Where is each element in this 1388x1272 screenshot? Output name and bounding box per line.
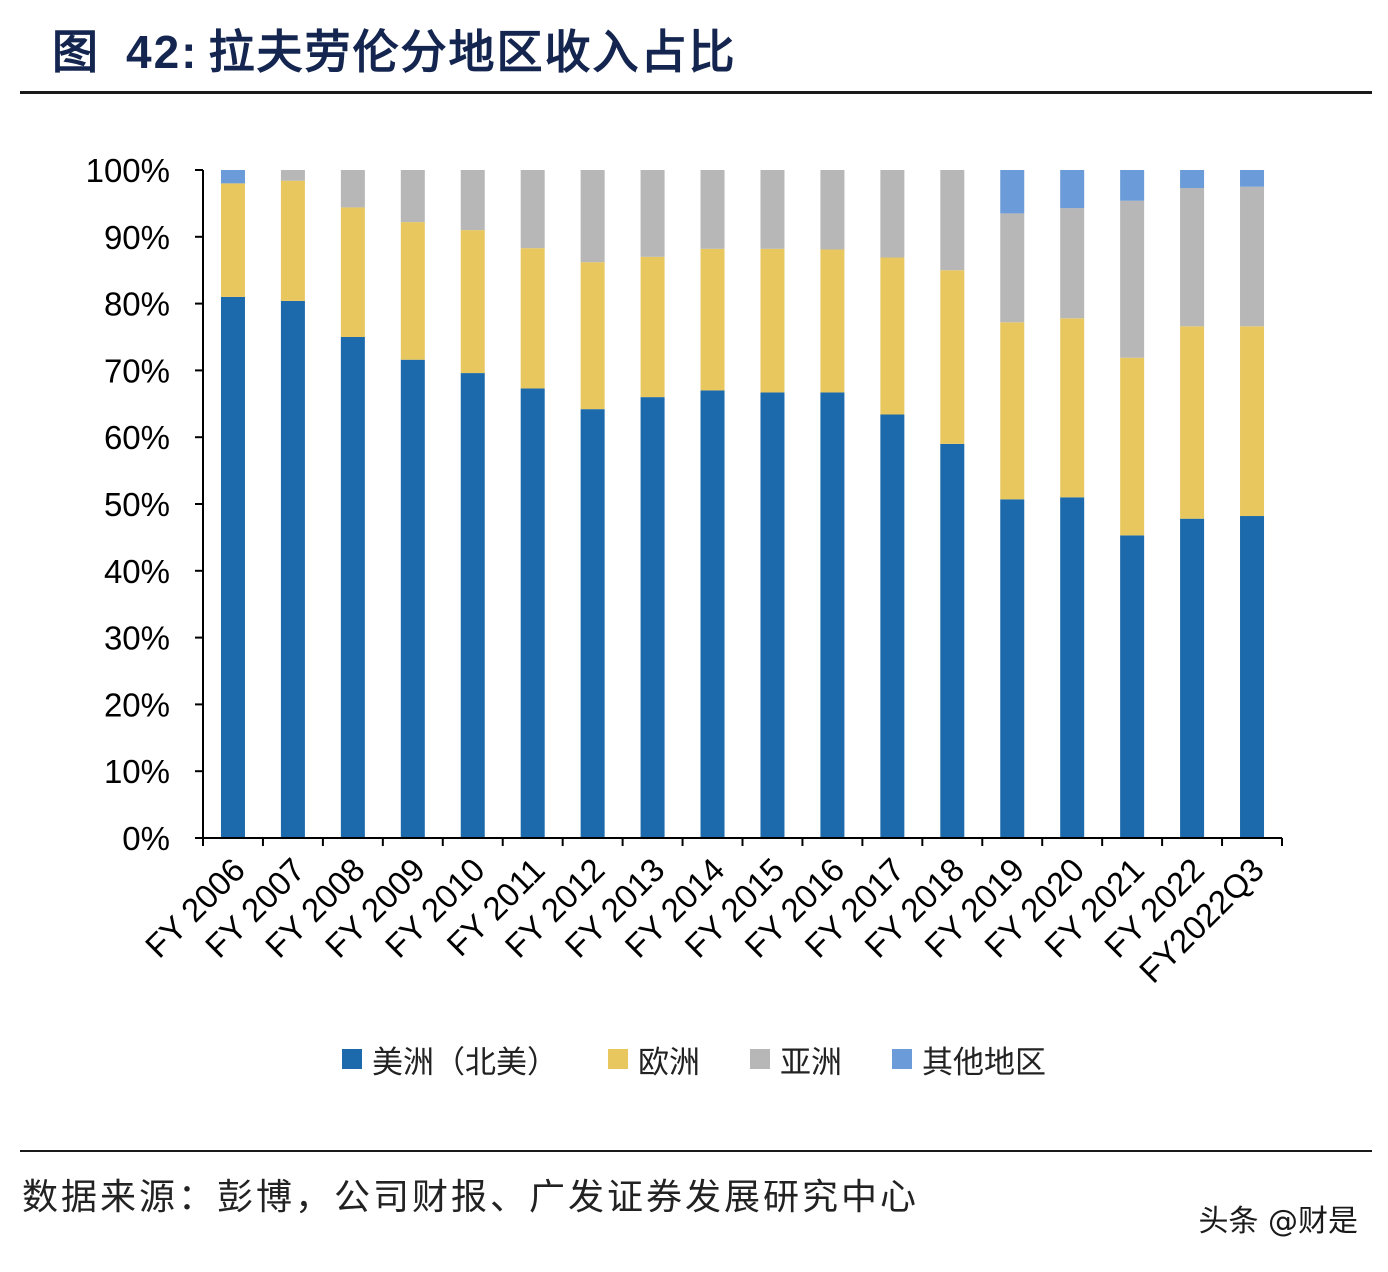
legend-item-other: 其他地区 — [892, 1037, 1046, 1082]
bar-americas-5 — [520, 388, 545, 838]
bar-europe-5 — [520, 248, 545, 389]
y-tick-label-8: 80% — [104, 286, 170, 323]
legend-label-europe: 欧洲 — [638, 1044, 700, 1081]
bar-europe-6 — [580, 262, 605, 410]
bar-europe-7 — [640, 256, 665, 398]
bar-europe-0 — [220, 183, 245, 297]
bar-americas-11 — [880, 414, 905, 838]
bar-asia-2 — [340, 170, 365, 208]
bar-americas-15 — [1120, 535, 1145, 838]
bar-asia-10 — [820, 170, 845, 250]
bar-other-17 — [1240, 170, 1265, 187]
bar-other-15 — [1120, 170, 1145, 201]
figure-title-text: 拉夫劳伦分地区收入占比 — [208, 25, 737, 79]
bar-europe-15 — [1120, 357, 1145, 536]
figure-number: 42: — [126, 26, 199, 78]
bar-americas-1 — [280, 300, 305, 839]
bar-asia-11 — [880, 170, 905, 258]
bar-americas-6 — [580, 409, 605, 838]
bar-europe-9 — [760, 248, 785, 393]
legend: 美洲（北美） 欧洲 亚洲 其他地区 — [0, 1035, 1388, 1083]
legend-item-americas: 美洲（北美） — [342, 1037, 558, 1082]
bottom-rule — [20, 1150, 1372, 1152]
legend-swatch-other — [892, 1049, 912, 1069]
bar-europe-11 — [880, 257, 905, 415]
y-tick-label-2: 20% — [104, 686, 170, 723]
top-rule — [20, 91, 1372, 94]
bar-asia-17 — [1240, 186, 1265, 327]
bar-americas-10 — [820, 392, 845, 838]
bar-americas-8 — [700, 390, 725, 838]
y-tick-label-10: 100% — [86, 152, 170, 189]
bar-europe-8 — [700, 248, 725, 391]
source-note: 数据来源：彭博，公司财报、广发证券发展研究中心 — [22, 1177, 920, 1218]
bar-americas-9 — [760, 392, 785, 838]
bar-asia-6 — [580, 170, 605, 263]
bar-other-13 — [1000, 170, 1025, 214]
y-tick-label-6: 60% — [104, 419, 170, 456]
bar-americas-12 — [940, 443, 965, 838]
bar-europe-17 — [1240, 326, 1265, 517]
bar-asia-7 — [640, 170, 665, 257]
y-tick-label-1: 10% — [104, 753, 170, 790]
bar-asia-4 — [460, 170, 485, 231]
bar-americas-3 — [400, 359, 425, 838]
legend-label-other: 其他地区 — [922, 1044, 1046, 1081]
bar-americas-17 — [1240, 516, 1265, 838]
bar-americas-0 — [220, 296, 245, 838]
bar-europe-2 — [340, 207, 365, 337]
bar-europe-13 — [1000, 322, 1025, 500]
figure-label: 图 — [52, 25, 100, 79]
bar-americas-14 — [1060, 497, 1085, 838]
bar-other-0 — [220, 170, 245, 184]
bar-asia-14 — [1060, 208, 1085, 319]
chart-title: 图 42: 拉夫劳伦分地区收入占比 — [52, 14, 736, 90]
bar-asia-3 — [400, 170, 425, 223]
legend-item-asia: 亚洲 — [750, 1037, 842, 1082]
bar-americas-4 — [460, 373, 485, 838]
bar-asia-16 — [1180, 188, 1205, 327]
bar-americas-2 — [340, 337, 365, 838]
y-tick-label-0: 0% — [122, 820, 170, 857]
bar-asia-12 — [940, 170, 965, 271]
bar-asia-8 — [700, 170, 725, 249]
stacked-bar-chart: 0%10%20%30%40%50%60%70%80%90%100%FY 2006… — [86, 152, 1283, 990]
bar-europe-1 — [280, 180, 305, 301]
bar-americas-13 — [1000, 499, 1025, 838]
bar-americas-16 — [1180, 518, 1205, 838]
bar-asia-5 — [520, 170, 545, 249]
legend-item-europe: 欧洲 — [608, 1037, 700, 1082]
bar-other-16 — [1180, 170, 1205, 189]
y-tick-label-9: 90% — [104, 219, 170, 256]
bar-europe-10 — [820, 249, 845, 393]
bar-europe-14 — [1060, 318, 1085, 498]
legend-swatch-europe — [608, 1049, 628, 1069]
bar-americas-7 — [640, 397, 665, 838]
y-tick-label-3: 30% — [104, 620, 170, 657]
legend-swatch-americas — [342, 1049, 362, 1069]
y-tick-label-5: 50% — [104, 486, 170, 523]
bar-europe-3 — [400, 222, 425, 360]
bar-europe-12 — [940, 270, 965, 444]
y-tick-label-4: 40% — [104, 553, 170, 590]
y-tick-label-7: 70% — [104, 352, 170, 389]
watermark: 头条 @财是 — [1198, 1204, 1358, 1239]
legend-label-americas: 美洲（北美） — [372, 1044, 558, 1081]
bar-asia-9 — [760, 170, 785, 249]
bar-europe-4 — [460, 230, 485, 374]
legend-swatch-asia — [750, 1049, 770, 1069]
bar-europe-16 — [1180, 326, 1205, 519]
bar-other-14 — [1060, 170, 1085, 209]
bar-asia-13 — [1000, 213, 1025, 323]
legend-label-asia: 亚洲 — [780, 1044, 842, 1081]
bar-asia-1 — [280, 170, 305, 181]
bar-asia-15 — [1120, 200, 1145, 358]
